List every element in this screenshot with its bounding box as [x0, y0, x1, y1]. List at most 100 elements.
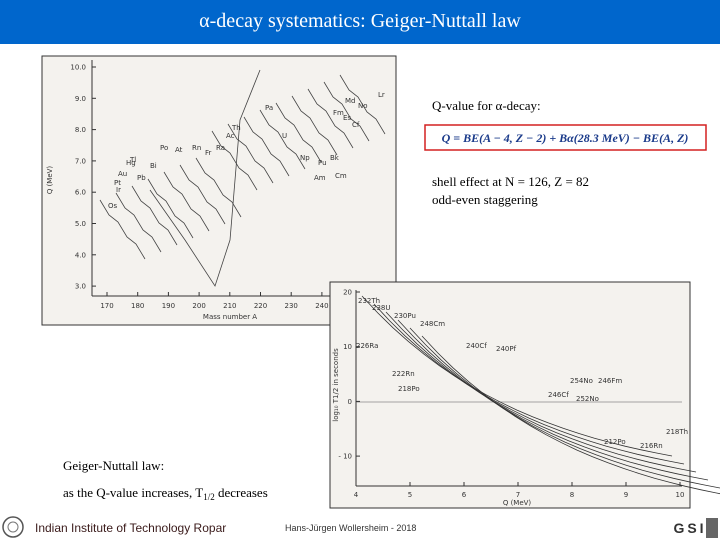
nuclide-label: 238U [372, 304, 390, 312]
x-axis-label: Q (MeV) [503, 499, 532, 507]
nuclide-label: 222Rn [392, 370, 415, 378]
element-label: Pu [318, 159, 327, 167]
y-axis-label: log₁₀ T1/2 in seconds [332, 348, 340, 422]
qvalue-heading: Q-value for α-decay: [432, 98, 541, 113]
curve [397, 319, 709, 481]
curve [147, 178, 194, 239]
x-tick-label: 220 [254, 302, 267, 310]
element-label: Ac [226, 132, 235, 140]
nuclide-label: 218Th [666, 428, 688, 436]
footer-institute: Indian Institute of Technology Ropar [35, 521, 226, 535]
y-tick-label: 8.0 [75, 126, 86, 134]
element-label: Os [108, 202, 118, 210]
curve [149, 69, 261, 287]
element-label: Bk [330, 154, 340, 162]
curve [385, 311, 697, 473]
x-tick-label: 9 [624, 491, 628, 499]
y-tick-label: 0 [348, 398, 352, 406]
y-axis-label: Q (MeV) [46, 166, 54, 195]
gn-text: as the Q-value increases, T1/2 decreases [63, 485, 268, 502]
element-label: Po [160, 144, 168, 152]
element-label: Rn [192, 144, 201, 152]
element-label: Pa [265, 104, 273, 112]
logo-left [2, 516, 24, 538]
figure-q-values: Q (MeV) Mass number A 10.0 9.0 8.0 7.0 6.0 5.… [41, 55, 397, 326]
nuclide-label: 226Ra [356, 342, 378, 350]
curve [275, 102, 322, 163]
nuclide-label: 248Cm [420, 320, 445, 328]
element-label: Pt [114, 179, 121, 187]
element-label: U [282, 132, 287, 140]
y-tick-label: 10.0 [70, 64, 86, 72]
y-tick-label: 6.0 [75, 189, 86, 197]
nuclide-label: 240Cf [466, 342, 487, 350]
x-tick-label: 5 [408, 491, 412, 499]
element-label: No [358, 102, 368, 110]
y-tick-label: 3.0 [75, 283, 86, 291]
curve [323, 81, 370, 142]
element-label: Bi [150, 162, 157, 170]
curve [373, 303, 685, 465]
nuclide-label: 240Pf [496, 345, 517, 353]
curve [259, 109, 306, 170]
nuclide-label: 246Fm [598, 377, 622, 385]
element-label: Np [300, 154, 310, 162]
gn-heading: Geiger-Nuttall law: [63, 458, 164, 473]
curve [307, 88, 354, 149]
x-tick-label: 240 [315, 302, 328, 310]
element-label: Es [343, 114, 351, 122]
nuclide-label: 252No [576, 395, 599, 403]
curve [243, 116, 290, 177]
x-tick-label: 200 [192, 302, 205, 310]
element-label: Pb [137, 174, 146, 182]
nuclide-label: 254No [570, 377, 593, 385]
x-tick-label: 210 [223, 302, 236, 310]
element-label: Au [118, 170, 127, 178]
curve [179, 164, 226, 225]
nuclide-label: 218Po [398, 385, 420, 393]
x-tick-label: 7 [516, 491, 520, 499]
curve [115, 192, 162, 253]
nuclide-label: 232Th [358, 297, 380, 305]
slide-title: α-decay systematics: Geiger-Nuttall law [199, 10, 521, 32]
y-tick-label: 9.0 [75, 95, 86, 103]
curve [339, 74, 386, 135]
element-label: Lr [378, 91, 385, 99]
curve [211, 130, 258, 191]
element-label: Ra [216, 144, 225, 152]
note: shell effect at N = 126, Z = 82 [432, 174, 589, 189]
figure-half-lives: log₁₀ T1/2 in seconds Q (MeV) 20 10 0 - 10 4… [329, 281, 720, 509]
logo-right-mark [706, 518, 718, 538]
title-bar [0, 0, 720, 44]
x-axis-label: Mass number A [203, 313, 257, 321]
element-label: Fm [333, 109, 344, 117]
x-tick-label: 8 [570, 491, 574, 499]
y-tick-label: 5.0 [75, 220, 86, 228]
element-label: Hg [126, 159, 136, 167]
footer-author: Hans-Jürgen Wollersheim - 2018 [285, 523, 416, 533]
curve [291, 95, 338, 156]
element-label: Fr [205, 149, 212, 157]
x-tick-label: 190 [162, 302, 175, 310]
element-label: Md [345, 97, 355, 105]
y-tick-label: 4.0 [75, 251, 86, 259]
y-tick-label: - 10 [338, 453, 352, 461]
curve [131, 185, 178, 246]
x-tick-label: 230 [285, 302, 298, 310]
curve [409, 327, 720, 489]
x-tick-label: 6 [462, 491, 467, 499]
element-label: Cf [352, 121, 360, 129]
element-label: Cm [335, 172, 347, 180]
x-tick-label: 170 [100, 302, 113, 310]
nuclide-label: 216Rn [640, 442, 663, 450]
element-label: Ir [116, 186, 121, 194]
element-label: At [175, 146, 183, 154]
x-tick-label: 180 [131, 302, 144, 310]
curve [195, 157, 242, 218]
curve [227, 123, 274, 184]
curve [421, 335, 720, 495]
element-label: Tl [129, 156, 136, 164]
formula-box [424, 124, 707, 151]
qvalue-formula: Q = BE(A − 4, Z − 2) + Bα(28.3 MeV) − BE… [442, 131, 689, 145]
